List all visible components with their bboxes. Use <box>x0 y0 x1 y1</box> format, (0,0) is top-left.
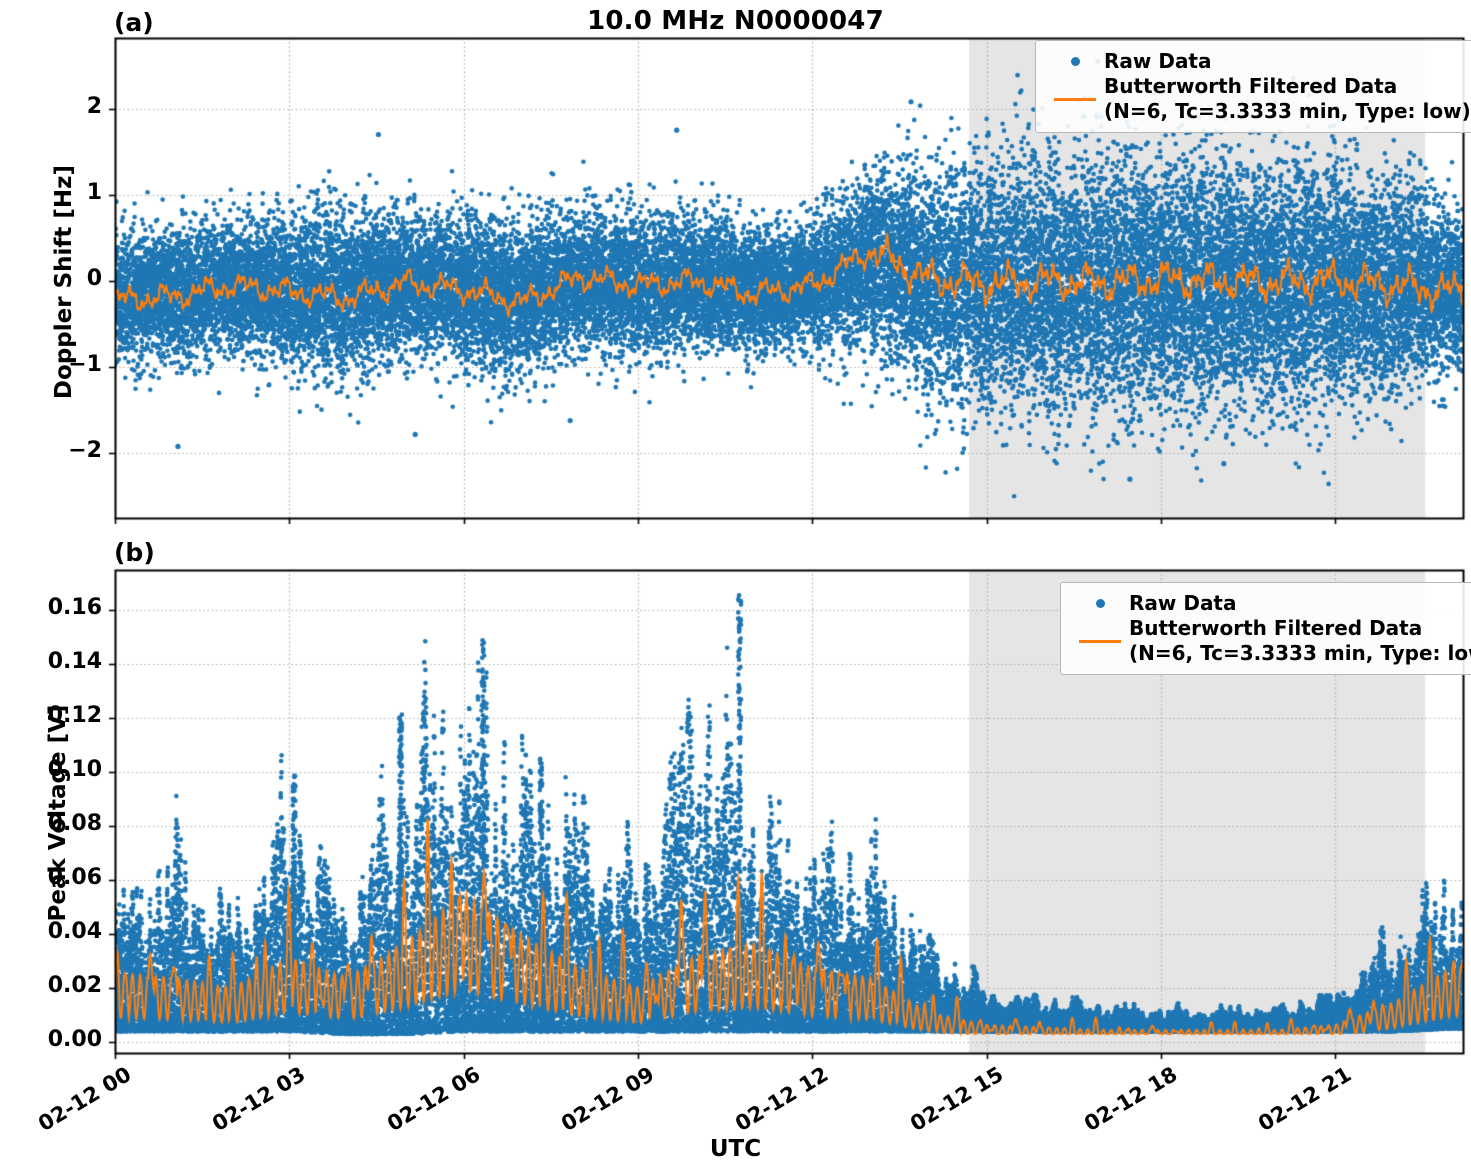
y-tick-label-b: 0.08 <box>47 811 102 837</box>
legend-entry-raw-a: Raw Data <box>1046 48 1471 74</box>
legend-line-icon <box>1046 74 1104 101</box>
y-tick-label-a: 0 <box>86 266 102 292</box>
y-tick-label-b: 0.06 <box>47 865 102 891</box>
panel-label-a: (a) <box>114 8 154 37</box>
legend-label-filtered-line2: (N=6, Tc=3.3333 min, Type: low) <box>1129 641 1471 665</box>
legend-label-filtered-line1: Butterworth Filtered Data <box>1104 74 1398 98</box>
y-tick-label-b: 0.02 <box>47 973 102 999</box>
legend-panel-b: Raw Data Butterworth Filtered Data (N=6,… <box>1060 582 1471 675</box>
legend-line-icon <box>1071 616 1129 643</box>
legend-entry-filtered-a: Butterworth Filtered Data (N=6, Tc=3.333… <box>1046 74 1471 124</box>
figure-title: 10.0 MHz N0000047 <box>587 6 884 36</box>
legend-marker-dot-icon <box>1046 56 1104 66</box>
y-tick-label-b: 0.04 <box>47 919 102 945</box>
y-tick-label-b: 0.16 <box>47 595 102 621</box>
legend-entry-filtered-b: Butterworth Filtered Data (N=6, Tc=3.333… <box>1071 616 1471 666</box>
y-tick-label-b: 0.14 <box>47 649 102 675</box>
y-tick-label-a: −1 <box>68 352 102 378</box>
y-tick-label-b: 0.10 <box>47 757 102 783</box>
y-tick-label-a: 2 <box>86 93 102 119</box>
legend-label-raw: Raw Data <box>1129 590 1237 615</box>
legend-label-raw: Raw Data <box>1104 48 1212 73</box>
legend-marker-dot-icon <box>1071 598 1129 608</box>
y-tick-label-b: 0.00 <box>47 1027 102 1053</box>
legend-panel-a: Raw Data Butterworth Filtered Data (N=6,… <box>1035 40 1471 133</box>
legend-label-filtered-line1: Butterworth Filtered Data <box>1129 616 1423 640</box>
y-tick-label-a: 1 <box>86 179 102 205</box>
y-tick-label-b: 0.12 <box>47 703 102 729</box>
y-tick-label-a: −2 <box>68 438 102 464</box>
panel-label-b: (b) <box>114 538 155 567</box>
legend-entry-raw-b: Raw Data <box>1071 590 1471 616</box>
legend-label-filtered-line2: (N=6, Tc=3.3333 min, Type: low) <box>1104 99 1471 123</box>
x-axis-label: UTC <box>709 1136 762 1162</box>
